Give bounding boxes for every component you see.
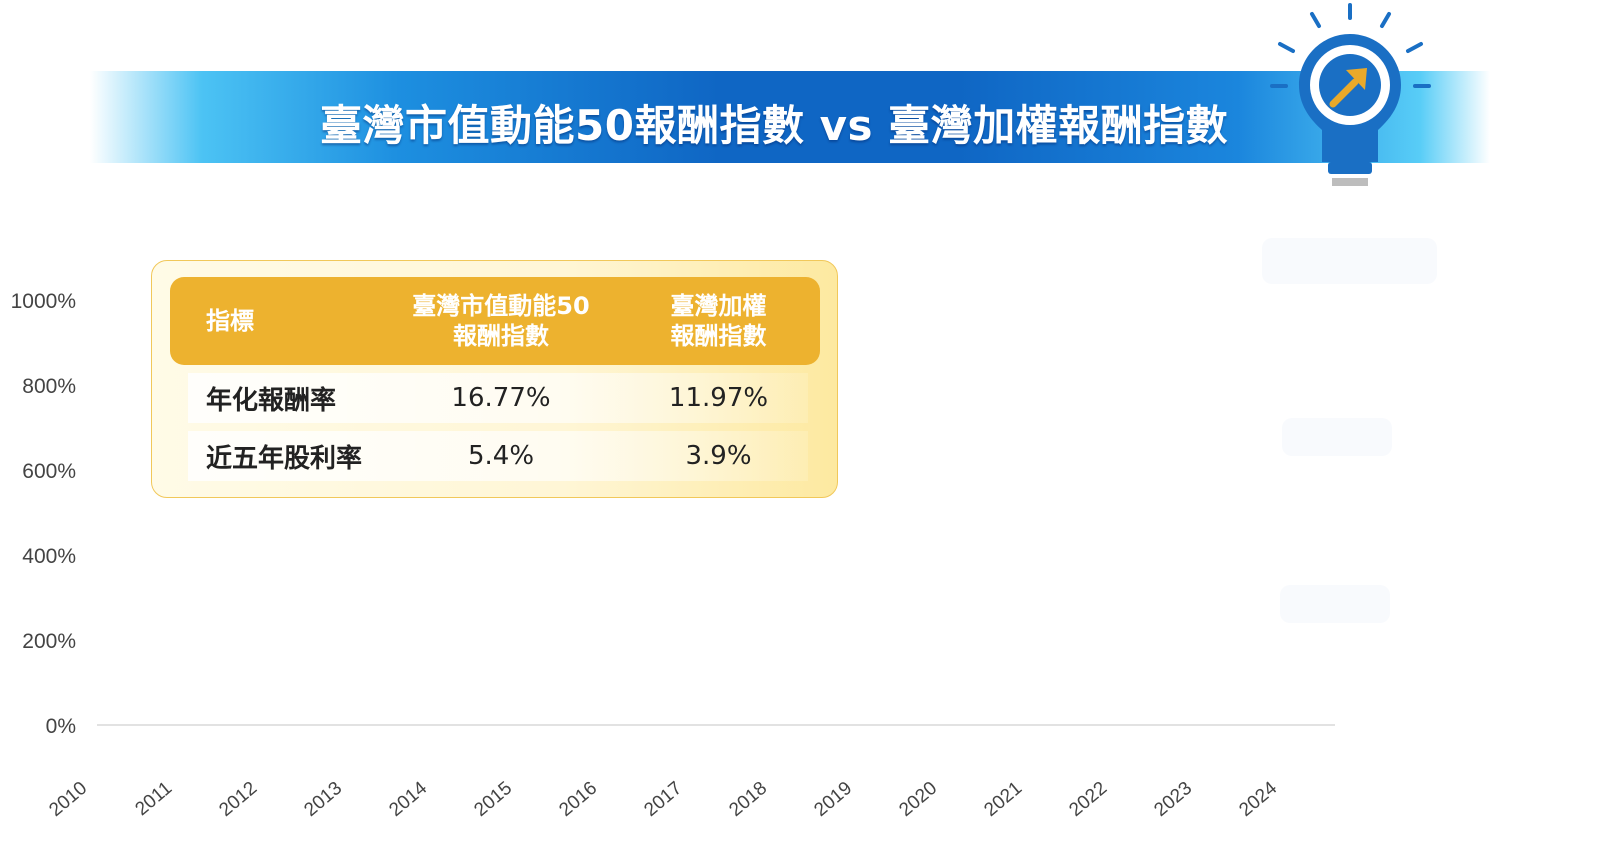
legend-ghost [1280, 585, 1390, 623]
x-tick-label: 2015 [470, 778, 516, 821]
y-tick-label: 200% [22, 630, 76, 653]
lightbulb-arrow-icon [1270, 3, 1431, 186]
row-value-momentum50: 16.77% [451, 383, 551, 413]
page-title: 臺灣市值動能50報酬指數 vs 臺灣加權報酬指數 [320, 101, 1229, 150]
row-value-taiex: 3.9% [685, 441, 752, 471]
x-tick-label: 2010 [45, 778, 91, 821]
header-taiex: 臺灣加權 報酬指數 [670, 292, 767, 350]
y-tick-label: 800% [22, 375, 76, 398]
x-tick-label: 2024 [1235, 777, 1281, 821]
x-tick-label: 2021 [980, 778, 1026, 821]
y-tick-label: 400% [22, 545, 76, 568]
stats-table: 指標 臺灣市值動能50 報酬指數 臺灣加權 報酬指數 年化報酬率 16.77% 11… [151, 260, 838, 498]
x-tick-label: 2023 [1150, 778, 1196, 821]
y-tick-label: 0% [46, 715, 76, 738]
x-tick-label: 2018 [725, 778, 771, 821]
y-ticks: 0% 200% 400% 600% 800% 1000% [11, 290, 76, 738]
table-row: 近五年股利率 5.4% 3.9% [188, 431, 808, 481]
y-tick-label: 1000% [11, 290, 76, 313]
x-tick-label: 2017 [640, 778, 686, 821]
x-ticks: 2010 2011 2012 2013 2014 2015 2016 2017 2018 2019… [45, 777, 1281, 821]
title-banner [90, 71, 1490, 163]
row-label: 年化報酬率 [206, 385, 337, 416]
legend-ghost [1262, 238, 1437, 284]
header-momentum50: 臺灣市值動能50 報酬指數 [412, 292, 590, 350]
row-value-momentum50: 5.4% [467, 441, 535, 471]
x-tick-label: 2019 [810, 778, 856, 821]
x-tick-label: 2012 [215, 778, 261, 821]
x-tick-label: 2016 [555, 778, 601, 821]
row-label: 近五年股利率 [206, 443, 363, 474]
header-indicator: 指標 [206, 307, 254, 335]
table-header: 指標 臺灣市值動能50 報酬指數 臺灣加權 報酬指數 [170, 277, 820, 365]
legend-ghost [1282, 418, 1392, 456]
row-value-taiex: 11.97% [668, 383, 769, 413]
y-tick-label: 600% [22, 460, 76, 483]
x-tick-label: 2011 [131, 778, 176, 820]
x-tick-label: 2013 [300, 778, 346, 821]
table-row: 年化報酬率 16.77% 11.97% [188, 373, 808, 423]
x-tick-label: 2020 [895, 778, 941, 821]
x-tick-label: 2014 [385, 777, 431, 821]
x-tick-label: 2022 [1065, 778, 1111, 821]
